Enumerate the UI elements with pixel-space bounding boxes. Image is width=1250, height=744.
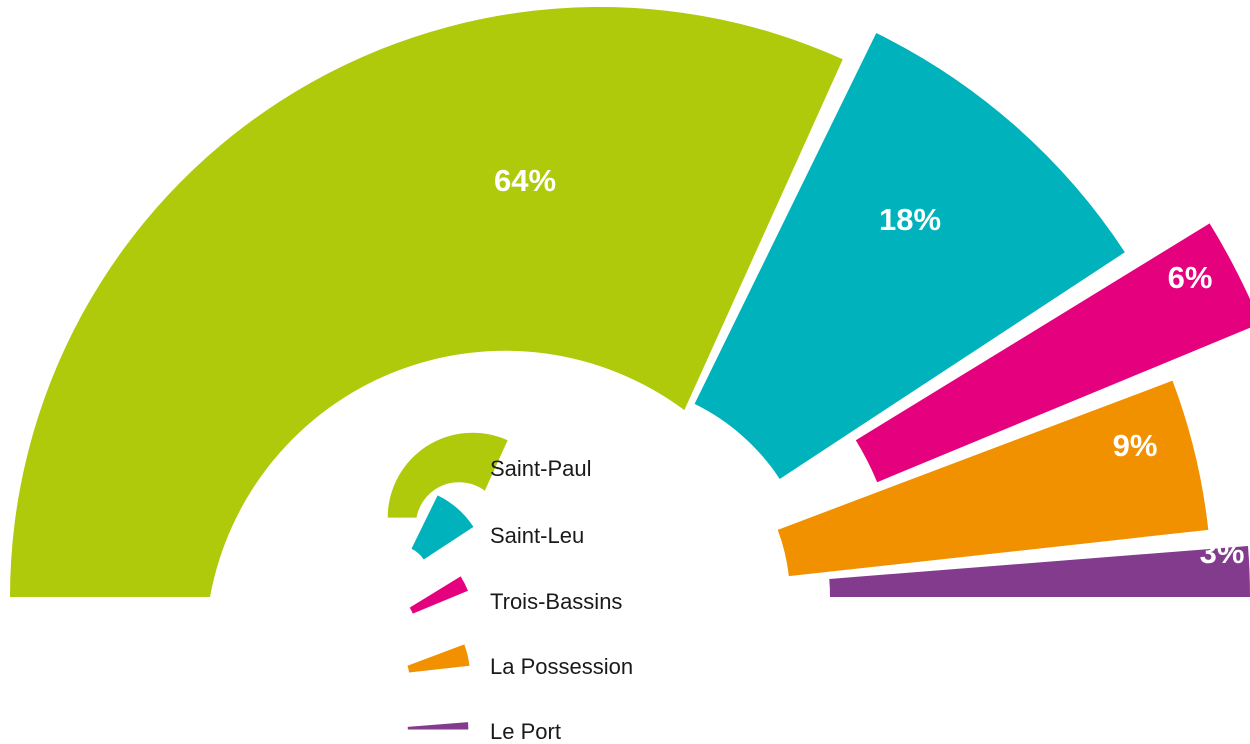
slice: [694, 33, 1125, 479]
legend-label: La Possession: [490, 654, 633, 679]
slice: [777, 380, 1209, 577]
data-label: 6%: [1168, 260, 1213, 295]
slice: [855, 223, 1250, 483]
legend-label: Saint-Leu: [490, 523, 584, 548]
legend-icon: [387, 432, 508, 518]
data-label: 18%: [879, 202, 941, 237]
slice: [10, 6, 843, 597]
data-label: 9%: [1113, 428, 1158, 463]
legend-icon: [407, 644, 470, 673]
legend-icon: [409, 576, 469, 614]
legend-label: Saint-Paul: [490, 456, 592, 481]
legend-label: Le Port: [490, 719, 561, 744]
legend-icon: [407, 722, 469, 730]
legend-icon: [411, 495, 474, 560]
legend-label: Trois-Bassins: [490, 589, 622, 614]
slice: [829, 546, 1250, 597]
data-label: 3%: [1200, 535, 1245, 570]
data-label: 64%: [494, 163, 556, 198]
